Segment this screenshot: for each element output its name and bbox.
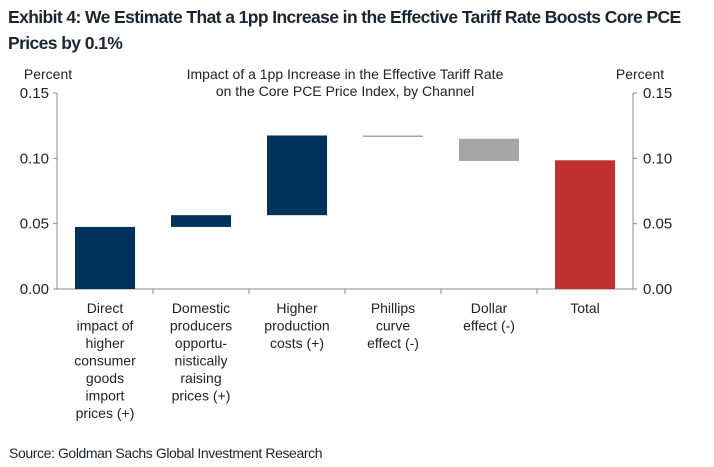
x-tick-label: Direct <box>87 300 124 316</box>
x-tick-label: effect (-) <box>367 335 419 351</box>
x-tick-label: Higher <box>276 300 318 316</box>
bar-4 <box>363 135 423 137</box>
x-tick-label: prices (+) <box>76 405 135 421</box>
x-tick-label: Dollar <box>471 300 508 316</box>
x-tick-label: effect (-) <box>463 318 515 334</box>
source-note: Source: Goldman Sachs Global Investment … <box>9 445 323 461</box>
x-tick-label: costs (+) <box>270 335 324 351</box>
chart-title-line: Impact of a 1pp Increase in the Effectiv… <box>187 66 504 82</box>
x-tick-label: Domestic <box>172 300 230 316</box>
left-y-tick-label: 0.10 <box>20 150 49 167</box>
x-tick-label: producers <box>170 318 232 334</box>
left-y-tick-label: 0.00 <box>20 281 49 298</box>
right-y-axis-label: Percent <box>616 66 664 82</box>
x-tick-label: import <box>86 388 125 404</box>
x-tick-label: prices (+) <box>172 388 231 404</box>
x-tick-label: nistically <box>175 353 228 369</box>
right-y-tick-label: 0.10 <box>643 150 672 167</box>
bar-2 <box>171 215 231 227</box>
chart-title-line: on the Core PCE Price Index, by Channel <box>216 83 474 99</box>
left-y-tick-label: 0.05 <box>20 216 49 233</box>
bar-3 <box>267 135 327 216</box>
x-tick-label: production <box>264 318 329 334</box>
bar-1 <box>75 226 135 289</box>
x-tick-label: consumer <box>74 353 136 369</box>
right-y-tick-label: 0.05 <box>643 216 672 233</box>
bar-5 <box>459 138 519 161</box>
left-y-tick-label: 0.15 <box>20 85 49 102</box>
x-tick-label: impact of <box>77 318 134 334</box>
right-y-tick-label: 0.00 <box>643 281 672 298</box>
x-tick-label: opportu- <box>175 335 227 351</box>
x-tick-label: higher <box>86 335 125 351</box>
x-tick-label: curve <box>376 318 410 334</box>
x-tick-label: Total <box>570 300 600 316</box>
exhibit-title: Exhibit 4: We Estimate That a 1pp Increa… <box>8 7 681 53</box>
right-y-tick-label: 0.15 <box>643 85 672 102</box>
x-tick-label: goods <box>86 370 124 386</box>
x-tick-label: Phillips <box>371 300 415 316</box>
x-tick-label: raising <box>180 370 221 386</box>
bar-6 <box>555 160 615 289</box>
left-y-axis-label: Percent <box>24 66 72 82</box>
